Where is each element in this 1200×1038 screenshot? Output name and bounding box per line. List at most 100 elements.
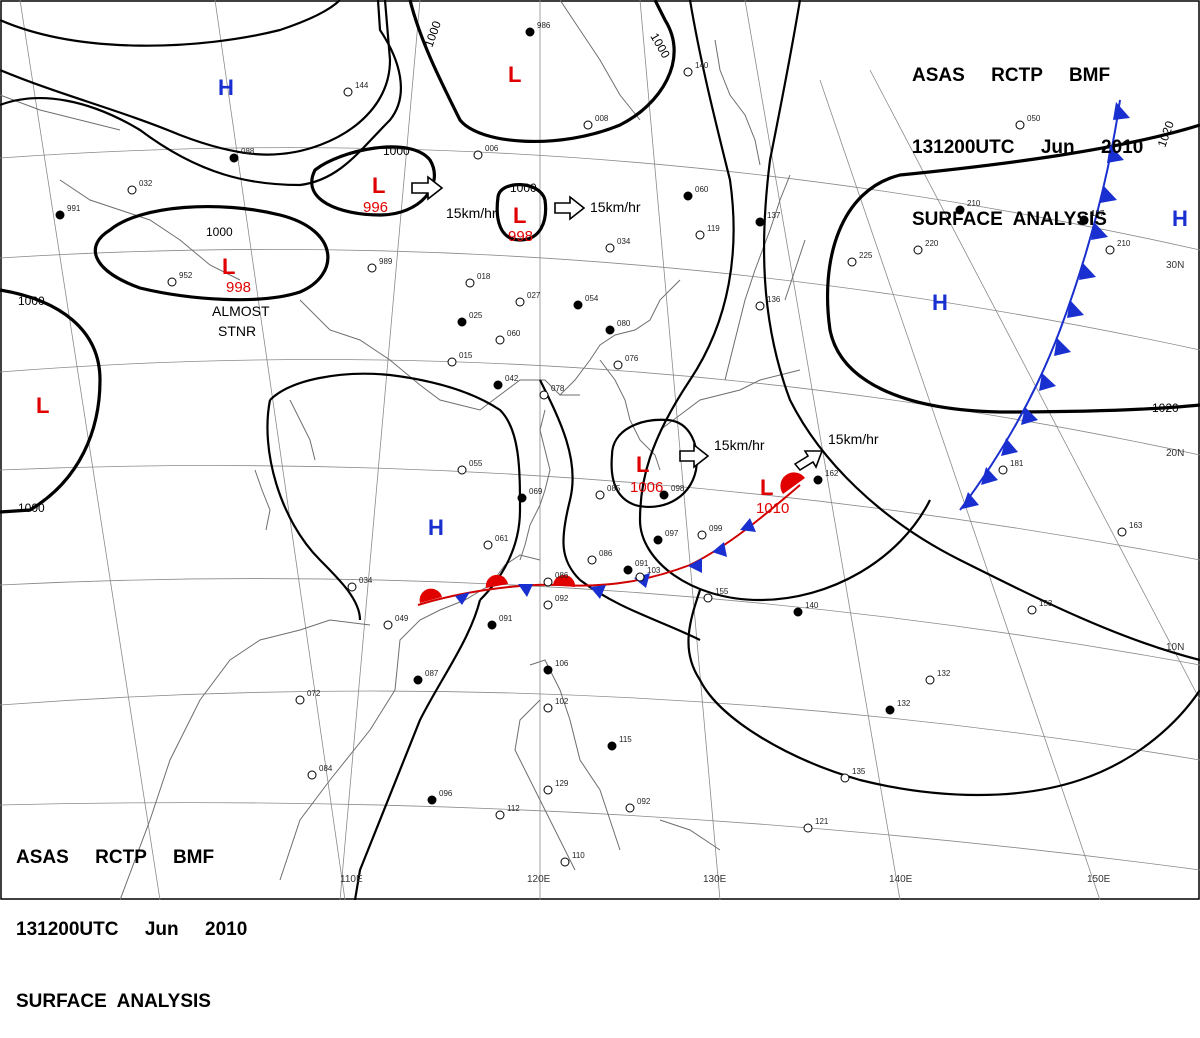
station-pressure: 042: [505, 374, 519, 383]
station-circle-icon: [543, 665, 553, 675]
station-pressure: 140: [805, 601, 819, 610]
station-pressure: 091: [635, 559, 649, 568]
cold-front-triangle: [712, 542, 727, 557]
header-line-product: ASAS RCTP BMF: [912, 65, 1111, 86]
cold-front-triangle: [1107, 145, 1124, 163]
station-pressure: 991: [67, 204, 81, 213]
note-stnr: STNR: [218, 323, 256, 339]
station-pressure: 197: [1091, 209, 1105, 218]
isobar-label: 1020: [1152, 401, 1179, 415]
header-line-time: 131200UTC Jun 2010: [912, 137, 1144, 158]
cold-front-triangle: [1079, 262, 1096, 280]
station-circle-icon: [457, 465, 467, 475]
pressure-centers: H L L 996 L 998 L 998 L L 1006 L 1010 H …: [36, 62, 1188, 540]
movement-arrow-icon: [554, 195, 586, 221]
station-pressure: 050: [1027, 114, 1041, 123]
station-circle-icon: [755, 301, 765, 311]
station-pressure: 163: [1129, 521, 1143, 530]
station-circle-icon: [813, 475, 823, 485]
low-pressure-value: 998: [508, 228, 533, 245]
station-circle-icon: [55, 210, 65, 220]
station-pressure: 225: [859, 251, 873, 260]
station-circle-icon: [695, 230, 705, 240]
longitude-label: 140E: [889, 874, 913, 885]
station-circle-icon: [167, 277, 177, 287]
high-center: H: [1172, 206, 1188, 231]
movement-arrow-icon: [793, 450, 824, 472]
axis-labels: 110E 120E 130E 140E 150E 30N 20N 10N: [340, 260, 1184, 885]
station-circle-icon: [543, 577, 553, 587]
station-pressure: 008: [595, 114, 609, 123]
isobar-label: 1000: [647, 31, 673, 61]
station-circle-icon: [998, 465, 1008, 475]
cold-front-triangle: [1001, 438, 1018, 456]
station-pressure: 049: [395, 614, 409, 623]
station-circle-icon: [605, 325, 615, 335]
station-pressure: 092: [555, 594, 569, 603]
station-pressure: 061: [495, 534, 509, 543]
cold-front-triangle: [1113, 102, 1130, 120]
movement-speed: 15km/hr: [714, 437, 765, 453]
station-plots: 986 006 008 060 034 027 054 060 015 025 018 989 080 0…: [55, 21, 1143, 867]
station-pressure: 087: [425, 669, 439, 678]
low-pressure-value: 996: [363, 199, 388, 216]
warm-front-semicircle: [553, 574, 576, 587]
station-circle-icon: [487, 620, 497, 630]
station-pressure: 112: [507, 804, 520, 813]
station-circle-icon: [913, 245, 923, 255]
header-line-product: ASAS RCTP BMF: [16, 847, 215, 868]
station-circle-icon: [653, 535, 663, 545]
station-pressure: 132: [937, 669, 951, 678]
station-circle-icon: [543, 785, 553, 795]
station-pressure: 162: [825, 469, 839, 478]
station-pressure: 055: [469, 459, 483, 468]
station-pressure: 155: [715, 587, 729, 596]
longitude-label: 150E: [1087, 874, 1111, 885]
station-pressure: 025: [469, 311, 483, 320]
station-pressure: 088: [241, 147, 255, 156]
station-pressure: 027: [527, 291, 541, 300]
station-pressure: 098: [671, 484, 685, 493]
station-pressure: 140: [695, 61, 709, 70]
station-circle-icon: [703, 593, 713, 603]
station-circle-icon: [847, 257, 857, 267]
station-circle-icon: [793, 607, 803, 617]
surface-analysis-map: 1000 1000 1000 1000 1000 1000 1000 1020 …: [0, 0, 1200, 900]
low-center: L: [36, 393, 49, 418]
station-pressure: 018: [477, 272, 491, 281]
low-center: L: [222, 254, 235, 279]
low-pressure-value: 1006: [630, 479, 663, 496]
station-circle-icon: [607, 741, 617, 751]
station-circle-icon: [525, 27, 535, 37]
station-circle-icon: [517, 493, 527, 503]
cold-front: [959, 99, 1130, 511]
low-center: L: [636, 452, 649, 477]
station-circle-icon: [1117, 527, 1127, 537]
cold-front-triangle: [740, 518, 756, 532]
station-circle-icon: [683, 67, 693, 77]
movement-speed: 15km/hr: [590, 199, 641, 215]
station-circle-icon: [493, 380, 503, 390]
station-pressure: 210: [1117, 239, 1131, 248]
station-pressure: 952: [179, 271, 193, 280]
station-circle-icon: [587, 555, 597, 565]
station-pressure: 080: [617, 319, 631, 328]
cold-front-triangle: [981, 467, 998, 485]
station-circle-icon: [483, 540, 493, 550]
station-circle-icon: [623, 565, 633, 575]
station-pressure: 115: [619, 735, 632, 744]
station-circle-icon: [495, 335, 505, 345]
station-circle-icon: [447, 357, 457, 367]
isobar-label: 1000: [383, 144, 410, 158]
station-circle-icon: [560, 857, 570, 867]
isobar-label: 1000: [422, 19, 444, 49]
station-circle-icon: [583, 120, 593, 130]
movement-arrow-icon: [679, 443, 710, 469]
station-circle-icon: [683, 191, 693, 201]
station-circle-icon: [127, 185, 137, 195]
header-line-title: SURFACE ANALYSIS: [912, 209, 1107, 230]
station-circle-icon: [697, 530, 707, 540]
station-circle-icon: [343, 87, 353, 97]
station-pressure: 099: [709, 524, 723, 533]
station-pressure: 060: [507, 329, 521, 338]
